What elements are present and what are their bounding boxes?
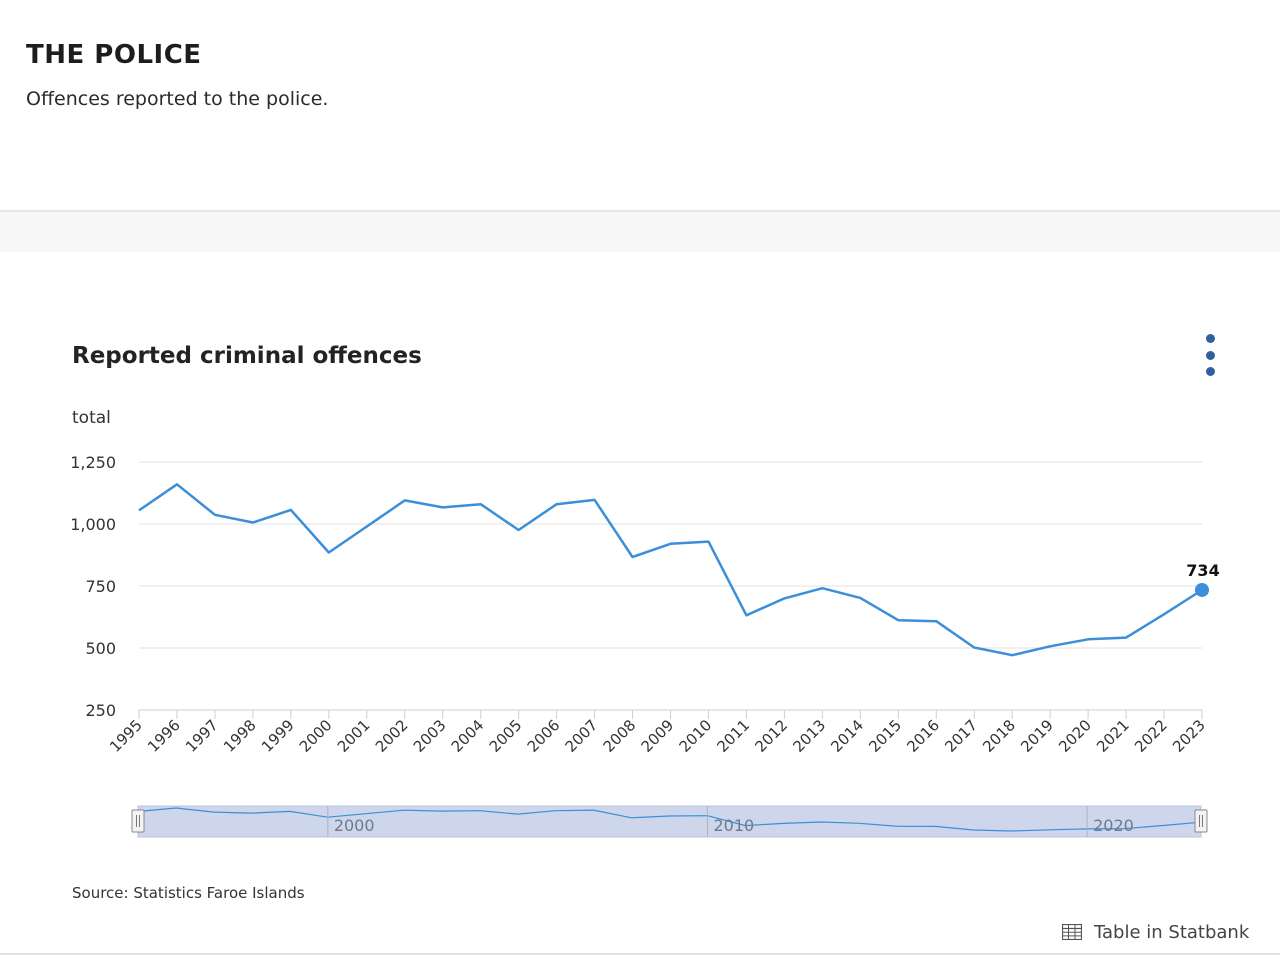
navigator-label: 2020 <box>1093 816 1134 835</box>
data-point <box>744 613 748 617</box>
source-note: Source: Statistics Faroe Islands <box>72 884 305 902</box>
x-tick-label: 2007 <box>562 716 602 756</box>
data-point <box>517 528 521 532</box>
x-tick-label: 2020 <box>1055 716 1095 756</box>
data-point <box>1048 644 1052 648</box>
range-navigator[interactable]: 2000 2010 2020 <box>132 806 1207 837</box>
x-tick-label: 2001 <box>334 716 374 756</box>
x-tick-label: 2014 <box>827 716 867 756</box>
data-point <box>669 542 673 546</box>
data-point <box>1124 636 1128 640</box>
more-vertical-icon <box>1206 334 1215 343</box>
more-vertical-icon-dot <box>1206 351 1215 360</box>
data-point <box>1162 612 1166 616</box>
x-tick-label: 2018 <box>979 716 1019 756</box>
data-point <box>213 513 217 517</box>
chart-title: Reported criminal offences <box>72 343 422 369</box>
data-point <box>593 498 597 502</box>
series-line <box>139 484 1202 655</box>
more-vertical-icon-dot <box>1206 367 1215 376</box>
data-point <box>934 619 938 623</box>
x-tick-label: 2008 <box>600 716 640 756</box>
x-tick-label: 2023 <box>1169 716 1209 756</box>
navigator-handle-left[interactable] <box>132 810 144 832</box>
x-tick-label: 2002 <box>372 716 412 756</box>
x-tick-label: 2009 <box>638 716 678 756</box>
handle-grip <box>1195 810 1207 832</box>
x-tick-label: 2022 <box>1131 716 1171 756</box>
data-point <box>820 586 824 590</box>
page-title: THE POLICE <box>26 40 202 70</box>
x-tick-label: 2003 <box>410 716 450 756</box>
data-label: 734 <box>1186 561 1219 580</box>
navigator-selection <box>138 806 1201 837</box>
data-point <box>858 596 862 600</box>
handle-grip <box>132 810 144 832</box>
x-tick-label: 2012 <box>751 716 791 756</box>
data-point <box>137 508 141 512</box>
navigator-label: 2010 <box>713 816 754 835</box>
x-axis: 1995199619971998199920002001200220032004… <box>106 710 1209 756</box>
x-tick-label: 1997 <box>182 716 222 756</box>
data-point <box>175 482 179 486</box>
y-axis-title: total <box>72 408 111 428</box>
data-point <box>365 524 369 528</box>
data-point <box>706 540 710 544</box>
x-tick-label: 1998 <box>220 716 260 756</box>
x-tick-label: 2004 <box>448 716 488 756</box>
section-divider <box>0 210 1280 252</box>
table-icon <box>1062 924 1082 940</box>
data-point <box>479 502 483 506</box>
x-tick-label: 1996 <box>144 716 184 756</box>
y-tick-label: 750 <box>85 577 116 596</box>
data-point <box>972 646 976 650</box>
data-point <box>1086 637 1090 641</box>
y-tick-label: 500 <box>85 639 116 658</box>
x-tick-label: 2015 <box>865 716 905 756</box>
series: 734 <box>137 482 1220 657</box>
table-in-statbank-link[interactable]: Table in Statbank <box>1062 920 1249 944</box>
x-tick-label: 2010 <box>676 716 716 756</box>
data-point <box>1010 653 1014 657</box>
chart-menu-button[interactable] <box>1196 330 1224 382</box>
data-point <box>896 618 900 622</box>
y-tick-label: 250 <box>85 701 116 720</box>
data-point <box>289 508 293 512</box>
data-point <box>403 498 407 502</box>
x-tick-label: 2011 <box>714 716 754 756</box>
data-point <box>441 505 445 509</box>
data-point <box>782 596 786 600</box>
grid <box>139 462 1202 648</box>
x-tick-label: 2005 <box>486 716 526 756</box>
x-tick-label: 2006 <box>524 716 564 756</box>
data-point <box>327 551 331 555</box>
x-tick-label: 2016 <box>903 716 943 756</box>
data-point <box>251 521 255 525</box>
y-axis-ticks: 250 500 750 1,000 1,250 <box>70 453 116 720</box>
navigator-handle-right[interactable] <box>1195 810 1207 832</box>
x-tick-label: 2021 <box>1093 716 1133 756</box>
data-point <box>631 555 635 559</box>
y-tick-label: 1,000 <box>70 515 116 534</box>
x-tick-label: 2000 <box>296 716 336 756</box>
x-tick-label: 2019 <box>1017 716 1057 756</box>
x-tick-label: 2013 <box>789 716 829 756</box>
page-subtitle: Offences reported to the police. <box>26 88 328 110</box>
data-point <box>555 502 559 506</box>
navigator-label: 2000 <box>334 816 375 835</box>
x-tick-label: 1999 <box>258 716 298 756</box>
x-tick-label: 2017 <box>941 716 981 756</box>
x-tick-label: 1995 <box>106 716 146 756</box>
highlight-point <box>1195 583 1209 597</box>
y-tick-label: 1,250 <box>70 453 116 472</box>
statbank-label: Table in Statbank <box>1094 922 1249 943</box>
